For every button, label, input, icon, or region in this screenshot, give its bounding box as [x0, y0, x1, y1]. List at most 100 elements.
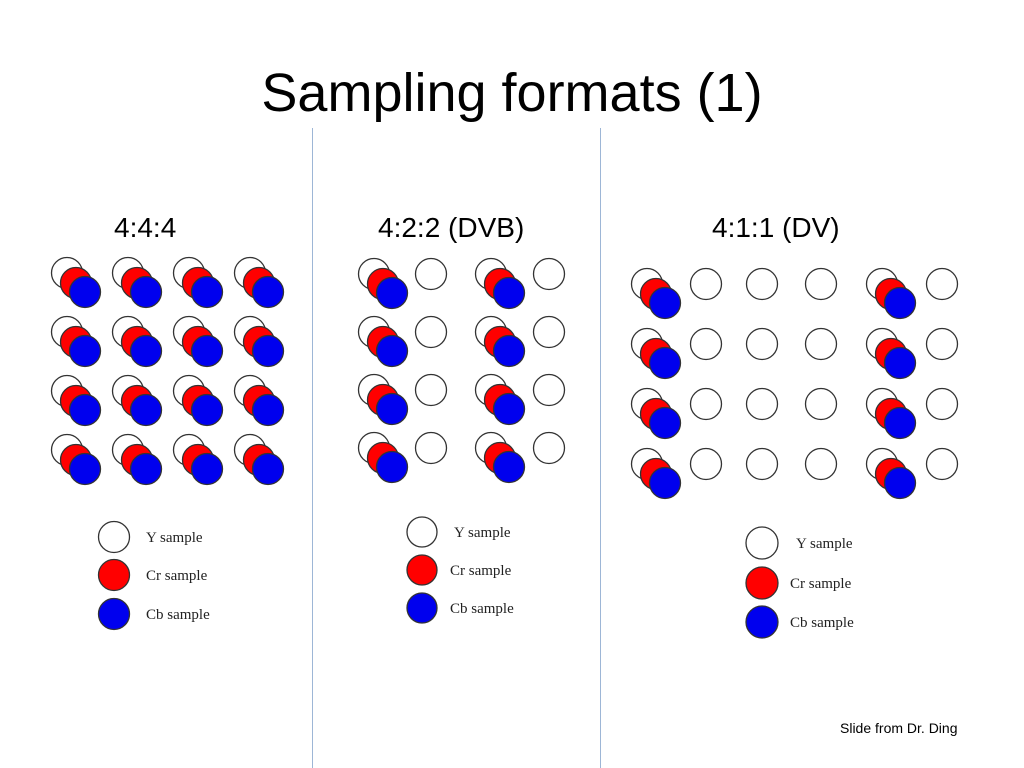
cb-sample: [883, 466, 917, 500]
legend-y-item: Y sample: [745, 526, 853, 560]
y-sample: [925, 387, 959, 421]
legend-cr-label: Cr sample: [146, 568, 208, 584]
legend-cb-item: Cb sample: [406, 592, 514, 624]
y-sample: [689, 387, 723, 421]
chroma-sample-site: [172, 315, 224, 368]
cb-sample: [129, 393, 163, 427]
cb-sample: [190, 452, 224, 486]
cb-sample: [129, 334, 163, 368]
y-sample: [414, 315, 448, 349]
chroma-sample-site: [111, 374, 163, 427]
cb-sample: [68, 275, 102, 309]
cb-sample: [251, 334, 285, 368]
y-sample: [532, 257, 566, 291]
y-sample: [689, 327, 723, 361]
cb-sample: [883, 346, 917, 380]
cb-sample: [883, 286, 917, 320]
chroma-sample-site: [233, 315, 285, 368]
cb-sample: [129, 452, 163, 486]
chroma-sample-site: [233, 374, 285, 427]
chroma-sample-site: [474, 431, 526, 484]
y-sample: [804, 267, 838, 301]
panel-title-422: 4:2:2 (DVB): [378, 212, 525, 243]
cb-sample: [68, 334, 102, 368]
cb-sample-icon: [406, 592, 438, 624]
cr-sample-icon: [745, 566, 779, 600]
y-sample: [414, 431, 448, 465]
y-sample: [532, 373, 566, 407]
cb-sample: [492, 450, 526, 484]
chroma-sample-site: [865, 327, 917, 380]
cb-sample: [251, 275, 285, 309]
cb-sample: [492, 392, 526, 426]
panel-divider-left: [312, 128, 313, 768]
cb-sample: [190, 275, 224, 309]
cb-sample-icon: [745, 605, 779, 639]
y-sample: [745, 447, 779, 481]
panel-title-411: 4:1:1 (DV): [712, 212, 840, 243]
chroma-sample-site: [630, 327, 682, 380]
chroma-sample-site: [111, 256, 163, 309]
y-sample: [745, 387, 779, 421]
cb-sample: [68, 393, 102, 427]
legend-cb-label: Cb sample: [790, 615, 854, 631]
legend-y-label: Y sample: [454, 525, 511, 541]
chroma-sample-site: [233, 433, 285, 486]
slide-credit: Slide from Dr. Ding: [840, 720, 958, 736]
cb-sample: [648, 346, 682, 380]
legend-cb-label: Cb sample: [450, 601, 514, 617]
cb-sample: [648, 286, 682, 320]
legend-y-label: Y sample: [146, 530, 203, 546]
y-sample: [745, 327, 779, 361]
y-sample-icon: [745, 526, 779, 560]
panel-divider-right: [600, 128, 601, 768]
chroma-sample-site: [357, 373, 409, 426]
legend-y-item: Y sample: [97, 520, 203, 554]
cb-sample: [190, 334, 224, 368]
chroma-sample-site: [357, 431, 409, 484]
y-sample: [689, 267, 723, 301]
legend-cr-item: Cr sample: [745, 566, 852, 600]
chroma-sample-site: [172, 433, 224, 486]
y-sample: [804, 387, 838, 421]
cb-sample: [375, 392, 409, 426]
chroma-sample-site: [474, 373, 526, 426]
cb-sample: [190, 393, 224, 427]
y-sample-icon: [406, 516, 438, 548]
y-sample: [925, 327, 959, 361]
cb-sample: [883, 406, 917, 440]
chroma-sample-site: [233, 256, 285, 309]
chroma-sample-site: [630, 447, 682, 500]
chroma-sample-site: [50, 374, 102, 427]
cb-sample: [648, 466, 682, 500]
cr-sample-icon: [406, 554, 438, 586]
y-sample: [532, 431, 566, 465]
cb-sample: [129, 275, 163, 309]
y-sample: [925, 267, 959, 301]
y-sample: [925, 447, 959, 481]
y-sample: [804, 327, 838, 361]
y-sample: [532, 315, 566, 349]
legend-cb-item: Cb sample: [745, 605, 854, 639]
legend-cb-item: Cb sample: [97, 597, 210, 631]
chroma-sample-site: [50, 315, 102, 368]
cb-sample: [375, 276, 409, 310]
chroma-sample-site: [50, 433, 102, 486]
chroma-sample-site: [630, 387, 682, 440]
cb-sample-icon: [97, 597, 131, 631]
chroma-sample-site: [865, 387, 917, 440]
cb-sample: [251, 393, 285, 427]
legend-y-label: Y sample: [796, 536, 853, 552]
legend-cr-label: Cr sample: [790, 576, 852, 592]
chroma-sample-site: [111, 433, 163, 486]
slide-title: Sampling formats (1): [261, 63, 763, 123]
y-sample-icon: [97, 520, 131, 554]
legend-cr-item: Cr sample: [97, 558, 208, 592]
chroma-sample-site: [357, 257, 409, 310]
chroma-sample-site: [865, 267, 917, 320]
